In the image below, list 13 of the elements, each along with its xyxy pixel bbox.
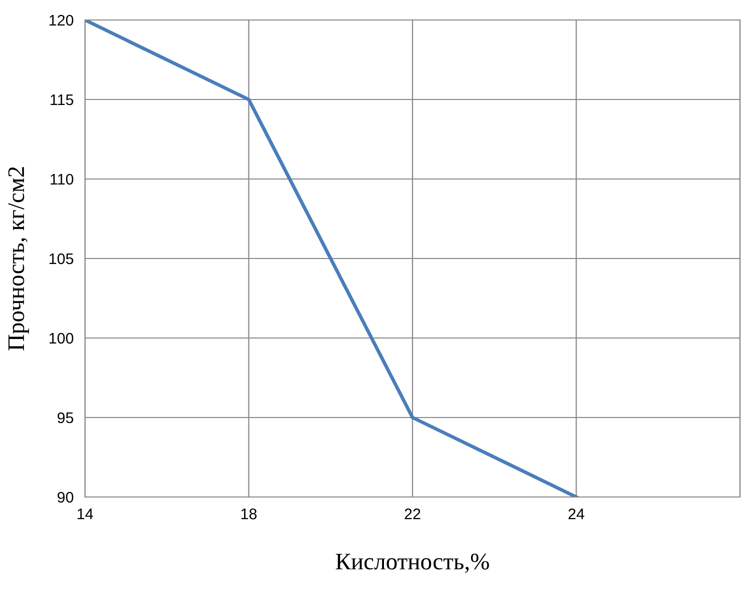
y-tick-label: 110: [50, 174, 74, 185]
y-tick-label: 105: [50, 253, 74, 264]
x-tick-label: 14: [78, 508, 94, 520]
y-tick-label: 90: [58, 492, 74, 503]
y-tick-label: 120: [50, 14, 74, 26]
y-tick-label: 95: [58, 412, 74, 424]
x-axis-title: Кислотность,%: [336, 554, 489, 573]
x-tick-label: 24: [568, 508, 584, 520]
y-tick-label: 115: [50, 94, 74, 106]
x-tick-label: 22: [404, 508, 420, 520]
x-tick-label: 18: [241, 508, 257, 520]
y-axis-title: Прочность, кг/см2: [8, 167, 29, 350]
y-tick-label: 100: [50, 332, 74, 344]
